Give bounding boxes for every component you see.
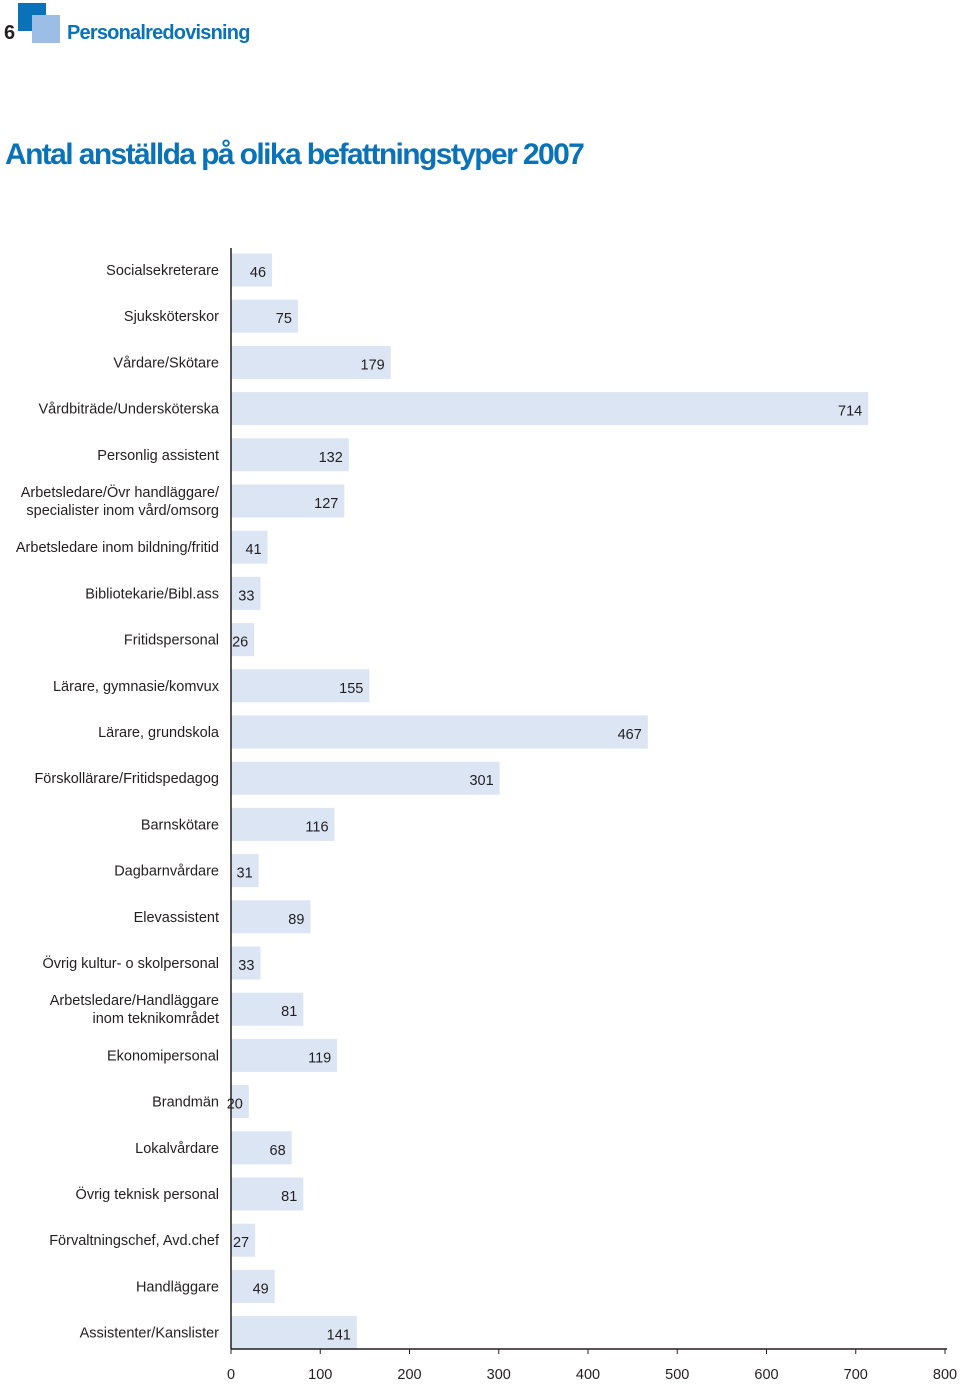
category-label: Arbetsledare inom bildning/fritid — [16, 540, 219, 556]
category-label: Lärare, grundskola — [98, 725, 220, 741]
chart-title: Antal anställda på olika befattningstype… — [5, 138, 585, 171]
bar — [231, 253, 273, 287]
category-label: Ekonomipersonal — [107, 1048, 219, 1064]
x-tick-label: 600 — [754, 1367, 778, 1383]
category-label: Övrig kultur- o skolpersonal — [43, 954, 220, 972]
bar — [231, 530, 268, 564]
value-label: 41 — [245, 542, 261, 558]
category-label: Socialsekreterare — [106, 263, 219, 279]
section-title: Personalredovisning — [67, 22, 250, 44]
x-tick-label: 700 — [844, 1367, 868, 1383]
value-label: 68 — [270, 1143, 286, 1159]
value-label: 27 — [233, 1235, 249, 1251]
category-label: Förskollärare/Fritidspedagog — [34, 771, 219, 787]
category-label: Personlig assistent — [97, 448, 219, 464]
bar — [231, 1223, 256, 1257]
bar — [231, 669, 370, 703]
bar — [231, 1085, 249, 1119]
category-label: Arbetsledare/Handläggare inom teknikområd… — [50, 993, 219, 1027]
bar — [231, 576, 261, 610]
value-label: 81 — [281, 1004, 297, 1020]
bar — [231, 1269, 275, 1303]
category-label: Handläggare — [136, 1279, 219, 1295]
value-label: 132 — [319, 450, 343, 466]
bar — [231, 1177, 304, 1211]
bar — [231, 992, 304, 1026]
x-tick-label: 300 — [487, 1367, 511, 1383]
value-label: 467 — [618, 727, 642, 743]
value-label: 155 — [339, 681, 363, 697]
x-tick-label: 400 — [576, 1367, 600, 1383]
bar — [231, 715, 648, 749]
category-label: Bibliotekarie/Bibl.ass — [85, 586, 219, 602]
x-tick-label: 200 — [397, 1367, 421, 1383]
category-label: Brandmän — [152, 1095, 219, 1111]
bar — [231, 392, 869, 426]
bar — [231, 623, 255, 657]
category-label: Förvaltningschef, Avd.chef — [49, 1233, 220, 1249]
x-tick-label: 500 — [665, 1367, 689, 1383]
value-label: 301 — [469, 773, 493, 789]
category-label: Lärare, gymnasie/komvux — [53, 679, 220, 695]
value-label: 46 — [250, 265, 266, 281]
brand-logo — [0, 0, 62, 46]
category-label: Vårdbiträde/Undersköterska — [38, 402, 219, 418]
value-label: 81 — [281, 1189, 297, 1205]
category-label: Elevassistent — [134, 910, 219, 926]
value-label: 141 — [327, 1328, 351, 1344]
value-label: 89 — [288, 912, 304, 928]
bar — [231, 946, 261, 980]
value-label: 33 — [238, 588, 254, 604]
logo-light-square — [32, 15, 60, 43]
bar — [231, 1038, 338, 1072]
bar — [231, 438, 349, 472]
value-label: 714 — [838, 404, 862, 420]
category-label: Barnskötare — [141, 817, 219, 833]
value-label: 33 — [238, 958, 254, 974]
x-tick-label: 0 — [227, 1367, 235, 1383]
bar — [231, 854, 259, 888]
category-label: Dagbarnvårdare — [114, 864, 219, 880]
bar — [231, 807, 335, 841]
x-tick-label: 800 — [933, 1367, 957, 1383]
category-label: Arbetsledare/Övr handläggare/specialiste… — [21, 483, 220, 519]
bar — [231, 345, 391, 379]
category-label: Lokalvårdare — [135, 1141, 219, 1157]
x-tick-label: 100 — [308, 1367, 332, 1383]
bar — [231, 900, 311, 934]
value-label: 49 — [253, 1281, 269, 1297]
page-number: 6 — [4, 22, 15, 44]
bar — [231, 1316, 357, 1350]
value-label: 179 — [361, 357, 385, 373]
value-label: 116 — [305, 819, 328, 835]
value-label: 31 — [237, 866, 253, 882]
category-label: Fritidspersonal — [124, 633, 219, 649]
category-label: Assistenter/Kanslister — [80, 1326, 220, 1342]
bar — [231, 761, 500, 795]
value-label: 127 — [314, 496, 338, 512]
category-label: Övrig teknisk personal — [76, 1185, 219, 1203]
bar — [231, 1131, 292, 1165]
bar — [231, 484, 345, 518]
value-label: 75 — [276, 311, 292, 327]
value-label: 26 — [232, 635, 248, 651]
value-label: 20 — [227, 1097, 243, 1113]
category-label: Vårdare/Skötare — [113, 355, 219, 371]
value-label: 119 — [308, 1050, 331, 1066]
bar — [231, 299, 298, 333]
category-label: Sjuksköterskor — [124, 309, 219, 325]
